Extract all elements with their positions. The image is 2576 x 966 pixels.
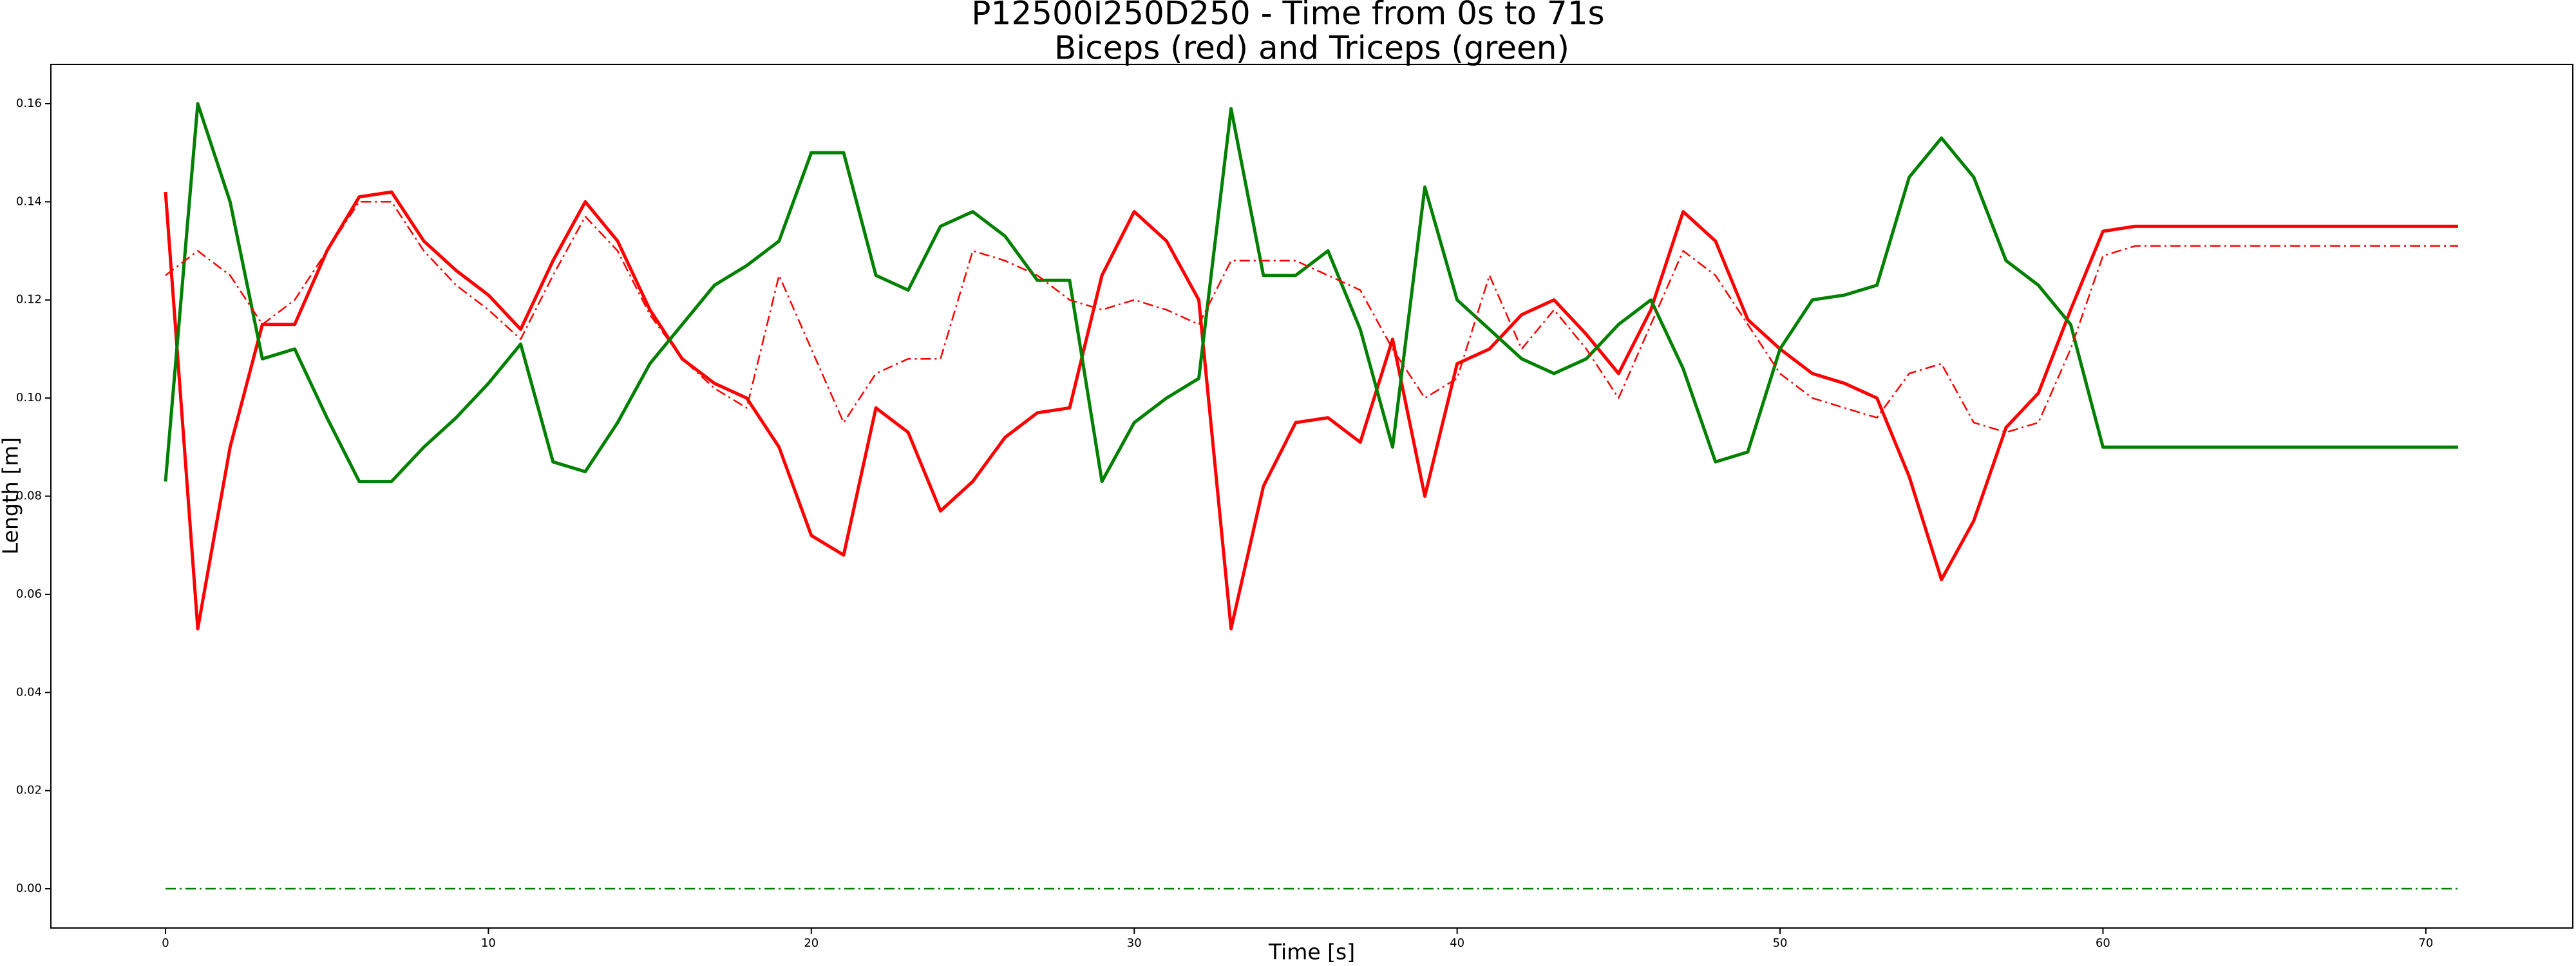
y-tick-label: 0.06 <box>16 587 42 601</box>
y-tick-label: 0.04 <box>16 685 42 699</box>
x-axis-label: Time [s] <box>1268 940 1355 965</box>
x-tick-label: 60 <box>2096 936 2110 950</box>
x-tick-label: 70 <box>2418 936 2433 950</box>
plot-frame <box>50 64 2573 929</box>
x-tick-label: 30 <box>1127 936 1142 950</box>
y-tick-label: 0.08 <box>16 489 42 503</box>
x-tick-label: 50 <box>1773 936 1788 950</box>
chart-title: P12500I250D250 - Time from 0s to 71s <box>971 0 1604 32</box>
y-axis-label: Length [m] <box>0 437 23 554</box>
series-line <box>165 201 2458 433</box>
series-line <box>164 102 2458 484</box>
y-tick-label: 0.16 <box>16 97 42 110</box>
y-tick-label: 0.12 <box>16 293 42 307</box>
y-tick-label: 0.14 <box>16 194 42 208</box>
chart-subtitle: Biceps (red) and Triceps (green) <box>1054 30 1569 67</box>
x-tick-label: 10 <box>481 936 496 950</box>
x-tick-label: 0 <box>162 936 169 950</box>
y-tick-label: 0.00 <box>16 882 42 895</box>
series-line <box>164 190 2458 630</box>
x-tick-label: 20 <box>804 936 819 950</box>
y-tick-label: 0.02 <box>16 784 42 797</box>
y-tick-label: 0.10 <box>16 391 42 404</box>
x-tick-label: 40 <box>1450 936 1464 950</box>
